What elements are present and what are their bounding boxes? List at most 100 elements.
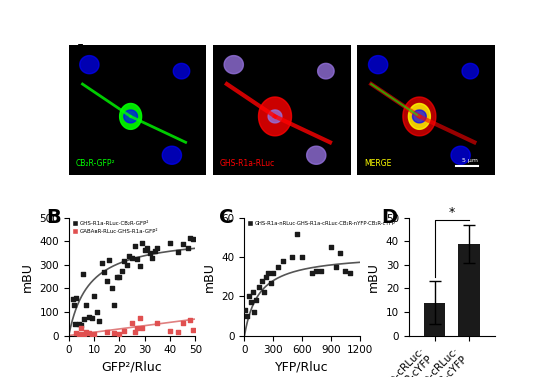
Point	[135, 315, 144, 321]
Point	[82, 329, 91, 335]
Point	[120, 258, 129, 264]
Legend: GHS-R1a-RLuc·CB₂R-GFP², GABAʙR-RLuc·GHS-R1a-GFP²: GHS-R1a-RLuc·CB₂R-GFP², GABAʙR-RLuc·GHS-…	[72, 221, 158, 234]
Polygon shape	[409, 103, 430, 129]
Point	[115, 274, 124, 280]
Point	[82, 302, 91, 308]
Point	[188, 326, 197, 333]
Point	[123, 262, 131, 268]
Point	[120, 328, 129, 334]
Point	[74, 331, 83, 337]
Point	[336, 250, 345, 256]
Point	[110, 302, 119, 308]
Point	[249, 290, 257, 296]
Point	[166, 239, 174, 245]
Polygon shape	[451, 146, 470, 164]
Point	[85, 330, 94, 336]
Point	[186, 235, 195, 241]
Polygon shape	[124, 110, 138, 123]
Text: GHS-R1a-RLuc: GHS-R1a-RLuc	[220, 159, 275, 168]
Point	[72, 295, 81, 301]
Point	[68, 296, 77, 302]
Bar	[458, 244, 480, 336]
Point	[85, 314, 94, 320]
Point	[188, 236, 197, 242]
Point	[145, 250, 154, 256]
Point	[125, 253, 134, 259]
Polygon shape	[462, 63, 478, 79]
Text: B: B	[46, 208, 60, 227]
Point	[97, 260, 106, 266]
Text: 5 µm: 5 µm	[462, 158, 478, 163]
Point	[90, 331, 98, 337]
Point	[293, 231, 301, 237]
Point	[87, 315, 96, 321]
Polygon shape	[318, 63, 334, 79]
Point	[78, 271, 87, 277]
Point	[135, 263, 144, 269]
Point	[153, 320, 162, 326]
Legend: GHS-R1a-nRLuc·GHS-R1a-cRLuc·CB₂R-nYFP·CB₂R-cYFP: GHS-R1a-nRLuc·GHS-R1a-cRLuc·CB₂R-nYFP·CB…	[247, 221, 396, 227]
Point	[100, 269, 108, 275]
Point	[138, 239, 146, 245]
Point	[90, 293, 98, 299]
Point	[288, 254, 297, 260]
Point	[243, 313, 252, 319]
Point	[178, 320, 187, 326]
Point	[247, 299, 256, 305]
Point	[264, 270, 273, 276]
Text: *: *	[449, 206, 455, 219]
Point	[95, 319, 103, 325]
Y-axis label: mBU: mBU	[21, 262, 34, 292]
Point	[110, 330, 119, 336]
Polygon shape	[173, 63, 190, 79]
Point	[72, 330, 81, 336]
Point	[128, 320, 136, 326]
Point	[153, 245, 162, 251]
Y-axis label: mBU: mBU	[367, 262, 380, 292]
Point	[148, 255, 157, 261]
Point	[312, 268, 321, 274]
Point	[267, 280, 276, 286]
Point	[298, 254, 306, 260]
Point	[105, 257, 114, 263]
Polygon shape	[307, 146, 326, 164]
Point	[107, 285, 116, 291]
Point	[255, 284, 263, 290]
Polygon shape	[368, 55, 388, 74]
Point	[115, 331, 124, 337]
Polygon shape	[224, 55, 243, 74]
Point	[80, 331, 89, 337]
Point	[128, 255, 136, 261]
Point	[173, 249, 182, 255]
Point	[102, 329, 111, 335]
Point	[259, 290, 268, 296]
Point	[87, 333, 96, 339]
Point	[307, 270, 316, 276]
Point	[130, 329, 139, 335]
Text: A: A	[73, 43, 88, 62]
Text: CB₂R-GFP²: CB₂R-GFP²	[76, 159, 116, 168]
Point	[112, 274, 121, 280]
Point	[317, 268, 326, 274]
Point	[71, 321, 80, 327]
Point	[143, 245, 152, 251]
Point	[178, 241, 187, 247]
Point	[278, 258, 287, 264]
Point	[173, 329, 182, 335]
Point	[183, 245, 192, 251]
Point	[138, 325, 146, 331]
Point	[326, 244, 335, 250]
Y-axis label: mBU: mBU	[203, 262, 216, 292]
Point	[166, 328, 174, 334]
Point	[77, 325, 86, 331]
Point	[261, 274, 270, 280]
Polygon shape	[412, 110, 426, 123]
Polygon shape	[120, 103, 142, 129]
Point	[245, 293, 254, 299]
Point	[345, 270, 354, 276]
Point	[130, 243, 139, 249]
Point	[69, 302, 78, 308]
Point	[341, 268, 350, 274]
Point	[140, 247, 149, 253]
Text: C: C	[219, 208, 234, 227]
